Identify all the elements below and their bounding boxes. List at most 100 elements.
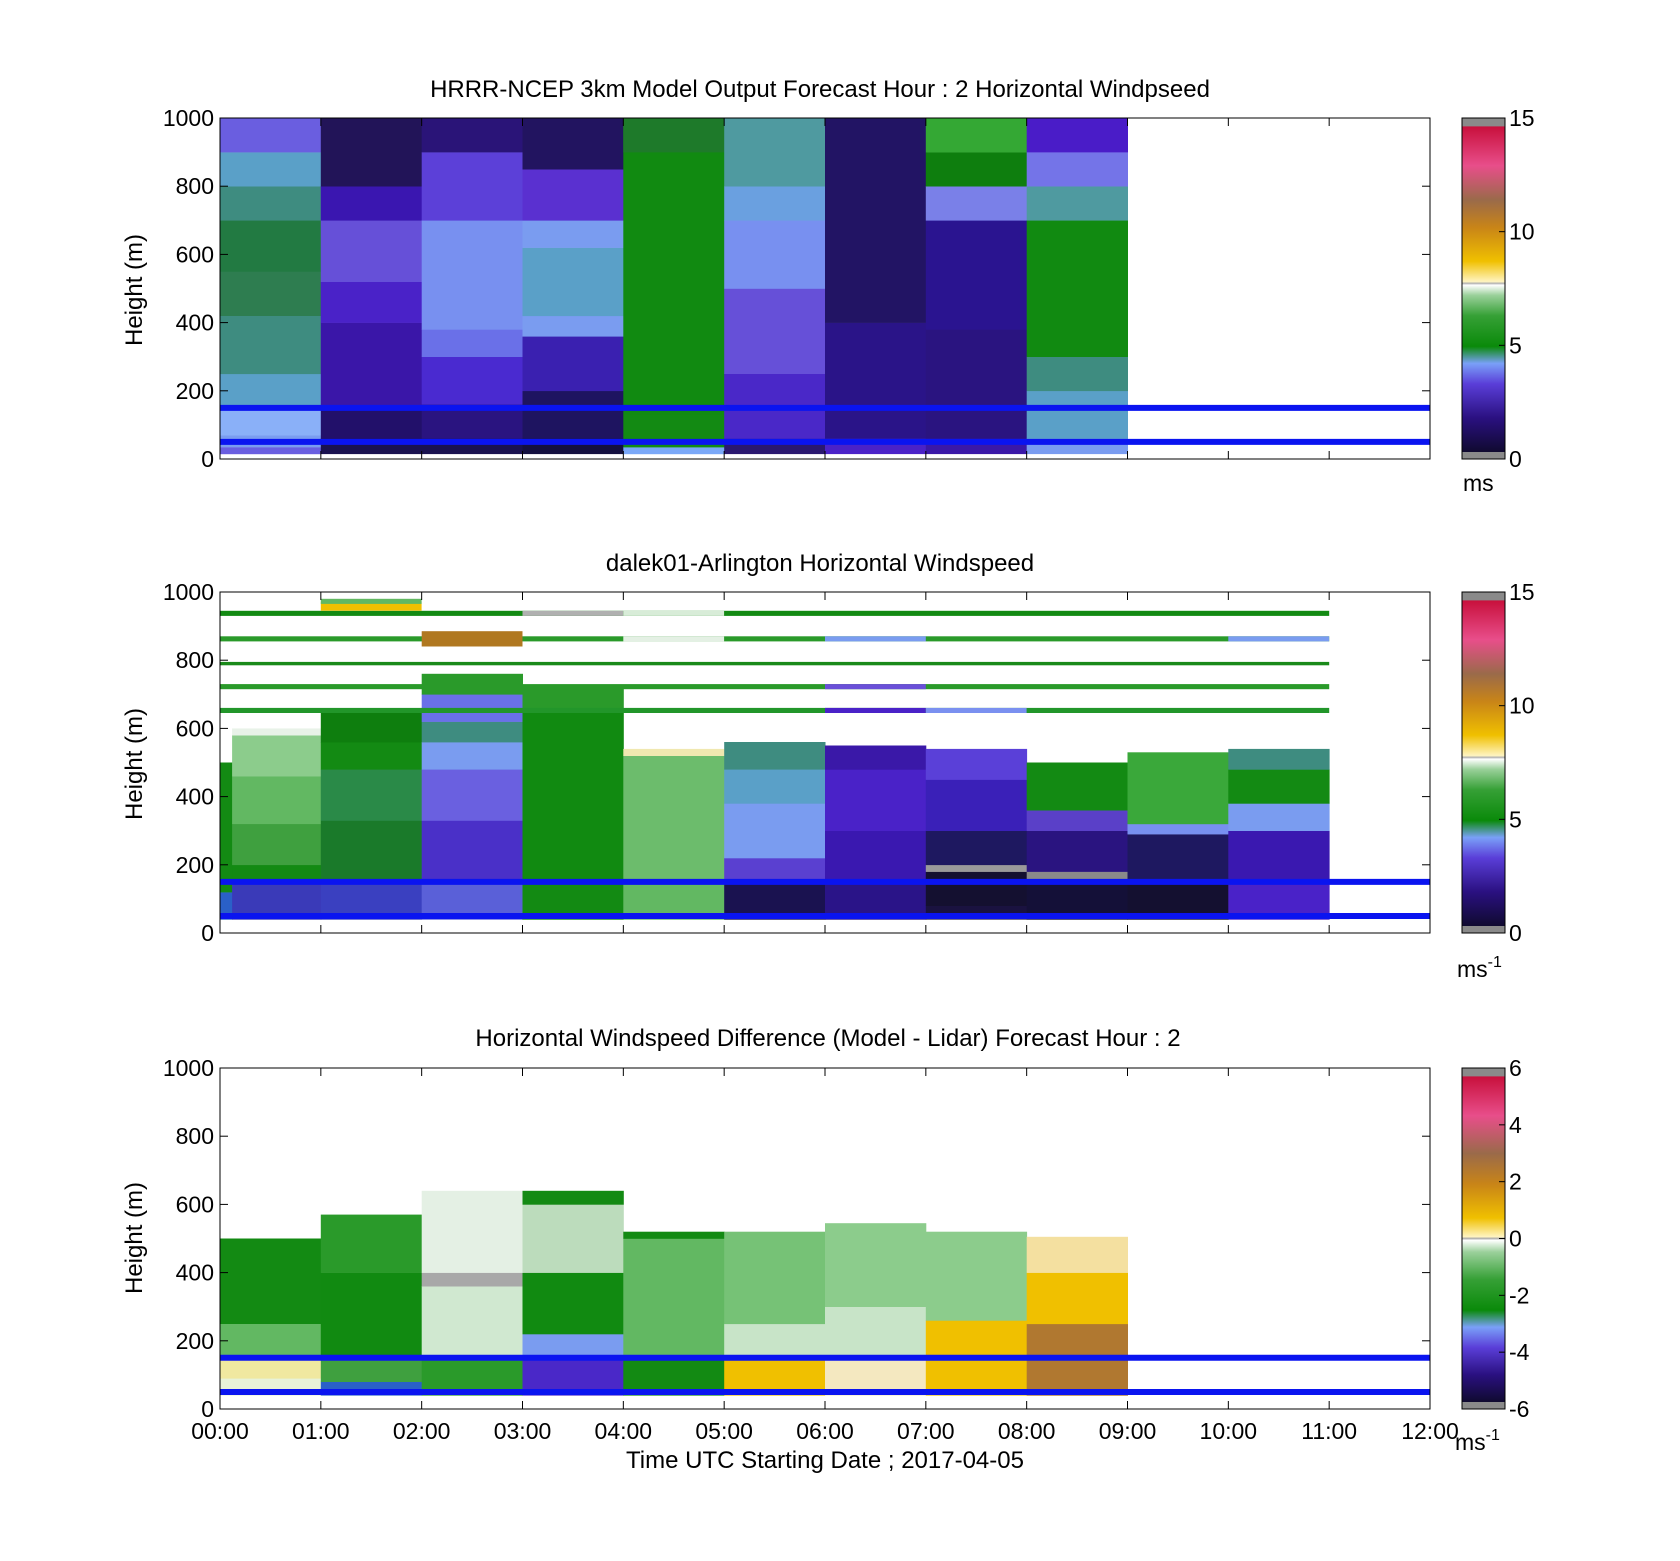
panel-lidar-cell [825,769,927,831]
panel-difference-colorbar [1461,1067,1506,1410]
panel-model-cell [220,118,322,153]
panel-model-title: HRRR-NCEP 3km Model Output Forecast Hour… [430,76,1210,103]
panel-lidar-cell [1026,871,1128,883]
panel-difference-xtick-label: 10:00 [1200,1418,1258,1444]
panel-difference-cell [623,1231,725,1239]
panel-model-ytick-label: 0 [201,446,214,472]
panel-model-cell [724,288,826,374]
panel-difference-cell [320,1357,423,1382]
panel-difference-cell [320,1214,423,1273]
panel-model-yticks: 0 200 400 600 800 1000 [163,105,1430,472]
panel-difference-xtick-label: 12:00 [1401,1418,1459,1444]
panel-difference-xtick-label: 07:00 [897,1418,955,1444]
panel-difference-xtick-label: 01:00 [292,1418,350,1444]
panel-model-cell [220,447,322,455]
panel-model-cell [220,406,322,436]
panel-lidar-reflines [220,878,1430,919]
panel-lidar-cell [825,745,927,770]
panel-model-ytick-label: 400 [176,310,214,336]
panel-difference-cell [724,1231,826,1325]
panel-lidar-ylabel: Height (m) [121,708,148,820]
panel-model-cell [1026,390,1128,439]
panel-lidar: dalek01-Arlington Horizontal Windspeed 0… [121,550,1535,982]
panel-model-cell [1026,152,1128,187]
panel-difference-colorbar-tick-label: -2 [1509,1282,1529,1308]
panel-lidar-cell [925,779,1028,831]
panel-lidar-cell [925,864,1028,872]
panel-model-cell [220,315,322,375]
panel-difference-cell [522,1204,624,1273]
panel-model-colorbar-tick-label: 5 [1509,332,1522,358]
panel-lidar-band [522,610,624,616]
panel-model-cell [623,118,725,415]
panel-lidar-cell [220,892,233,920]
panel-difference-xtick-label: 05:00 [695,1418,753,1444]
panel-lidar-band [825,684,926,690]
panel-difference-xlabel: Time UTC Starting Date ; 2017-04-05 [626,1447,1024,1474]
panel-difference-colorbar-tick-label: 4 [1509,1112,1522,1138]
panel-model-cell [220,186,322,221]
panel-difference-cell [925,1320,1028,1359]
panel-difference-colorbar-tick-label: 0 [1509,1226,1522,1252]
panel-model-cell [1026,220,1128,357]
panel-lidar-ytick-label: 200 [176,852,214,878]
panel-lidar-cell [421,742,523,770]
panel-difference-cell [522,1334,624,1359]
panel-difference-colorbar-tick-label: -4 [1509,1339,1530,1365]
panel-difference-cell [825,1223,927,1307]
panel-lidar-cell [232,735,322,777]
panel-lidar-colorbar [1461,591,1506,934]
panel-lidar-cell [925,748,1028,780]
panel-model-xticks [219,118,1431,459]
panel-lidar-band [320,602,422,611]
panel-model-ytick-label: 600 [176,241,214,267]
panel-model-colorbar-tick-label: 10 [1509,219,1535,245]
panel-difference-xtick-label: 04:00 [595,1418,653,1444]
panel-difference-xtick-label: 09:00 [1099,1418,1157,1444]
panel-lidar-band [825,636,926,642]
panel-lidar-cell [1228,830,1330,883]
panel-lidar-band [220,636,1330,642]
panel-lidar-cell [232,776,322,825]
panel-model-reflines [220,404,1430,445]
panel-difference-cell [724,1323,826,1359]
panel-difference-cells [220,1190,1128,1396]
panel-lidar-cells [220,673,1330,920]
panel-model-cell [320,407,423,439]
panel-lidar-band [320,598,422,604]
panel-difference-yticks: 0 200 400 600 800 1000 [163,1055,1430,1422]
panel-lidar-cell [320,742,423,770]
panel-model-cell [421,152,523,221]
panel-model-cell [421,329,523,357]
panel-difference-colorbar-tick-label: 6 [1509,1055,1522,1081]
panel-model-cell [421,118,523,153]
panel-model-cells [220,118,1128,455]
panel-model-cell [320,322,423,409]
panel-model-cell [522,336,624,392]
panel-model-cell [421,220,523,330]
panel-model-cell [724,118,826,187]
panel-model-cell [522,220,624,248]
panel-difference-cell [421,1190,523,1273]
panel-lidar-cell [522,711,624,883]
panel-lidar-ytick-label: 600 [176,715,214,741]
panel-lidar-cell [925,871,1028,906]
panel-lidar-cell [1026,762,1128,811]
panel-model-cell [220,271,322,316]
panel-model-cell [825,118,927,323]
panel-difference-colorbar-ticks: -6 -4 -2 0 2 4 6 [1499,1055,1530,1422]
panel-lidar-cell [1228,748,1330,770]
panel-model-cell [522,169,624,221]
panel-difference-cell [522,1272,624,1335]
panel-difference-ytick-label: 800 [176,1123,214,1149]
panel-lidar-cell [320,769,423,821]
panel-difference-xtick-label: 08:00 [998,1418,1056,1444]
panel-lidar-band [925,707,1027,713]
panel-difference-cell [421,1286,523,1359]
panel-lidar-cell [724,803,826,859]
panel-difference-reflines [220,1354,1430,1395]
panel-lidar-band [1228,636,1330,642]
panel-lidar-cell [1228,803,1330,831]
panel-lidar-band [220,684,1330,690]
panel-difference-title: Horizontal Windspeed Difference (Model -… [475,1025,1180,1052]
